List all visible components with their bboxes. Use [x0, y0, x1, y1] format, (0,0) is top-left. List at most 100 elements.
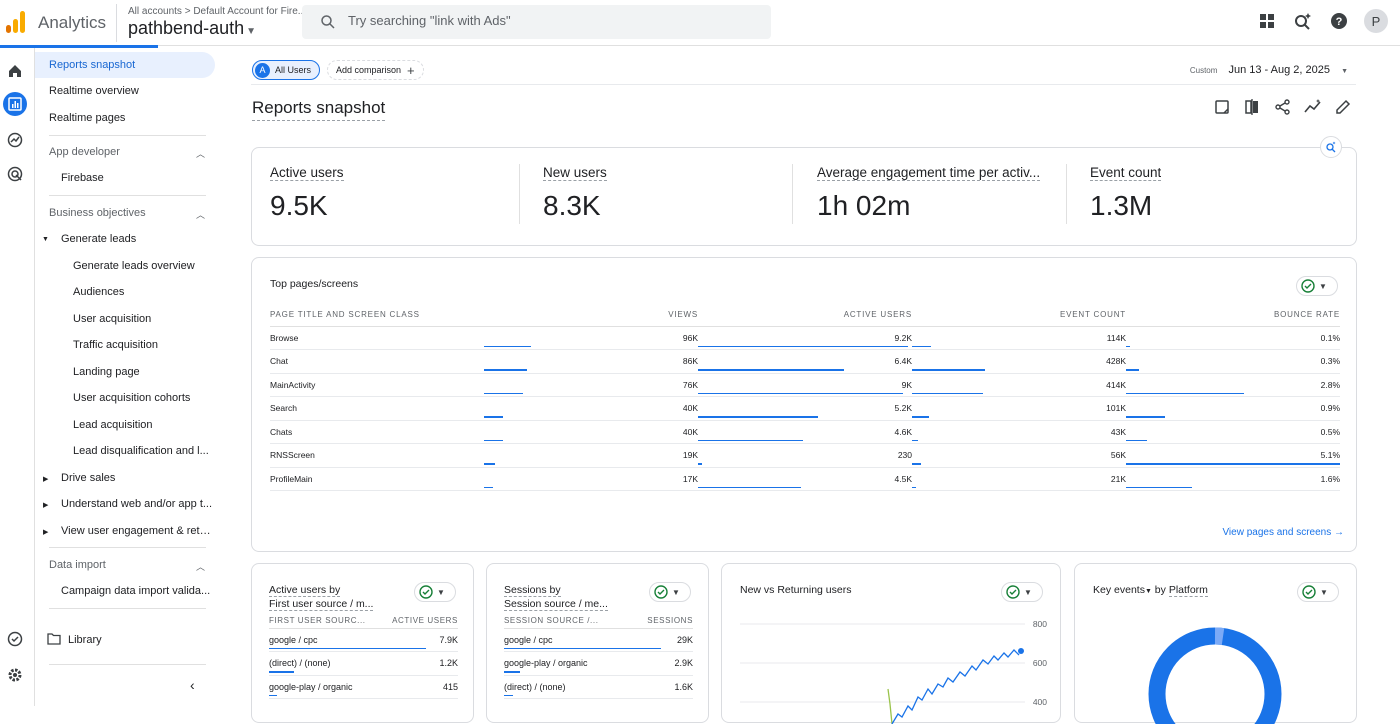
table-row[interactable]: google / cpc 7.9K	[269, 628, 458, 652]
chevron-up-icon[interactable]: ︿	[195, 562, 205, 572]
kpi-new-users[interactable]: New users 8.3K	[543, 165, 607, 222]
analytics-logo[interactable]	[6, 11, 26, 33]
property-name[interactable]: pathbend-auth ▼	[128, 18, 257, 38]
column-header-session-source[interactable]: SESSION SOURCE /...	[504, 614, 632, 629]
reports-icon[interactable]	[3, 92, 27, 116]
data-quality-dropdown[interactable]: ▼	[1001, 582, 1043, 602]
triangle-right-icon[interactable]: ▶	[43, 476, 49, 483]
settings-gear-icon[interactable]	[4, 664, 26, 686]
kpi-divider	[519, 164, 520, 224]
search-insights-icon[interactable]	[1292, 10, 1314, 32]
configure-icon[interactable]	[4, 628, 26, 650]
nav-drive-sales[interactable]: Drive sales	[61, 472, 116, 484]
app-name: Analytics	[38, 13, 107, 32]
collapse-chevron-left-icon[interactable]: ‹	[190, 677, 195, 693]
advertising-icon[interactable]	[4, 163, 26, 185]
data-quality-dropdown[interactable]: ▼	[414, 582, 456, 602]
column-header-source[interactable]: FIRST USER SOURC...	[269, 614, 382, 629]
nav-lead-disqualification[interactable]: Lead disqualification and l...	[73, 445, 209, 457]
active-users-by-source-card: Active users by First user source / m...…	[251, 563, 474, 723]
table-row[interactable]: google-play / organic 2.9K	[504, 651, 693, 676]
table-row[interactable]: RNSScreen 19K 230 56K 5.1%	[270, 443, 1340, 468]
nav-user-acquisition-cohorts[interactable]: User acquisition cohorts	[73, 392, 191, 404]
nav-generate-leads[interactable]: Generate leads	[61, 233, 137, 245]
nav-divider	[49, 195, 206, 196]
kpi-avg-engagement-time[interactable]: Average engagement time per activ... 1h …	[817, 165, 1041, 222]
chevron-up-icon[interactable]: ︿	[195, 210, 205, 220]
nav-reports-snapshot[interactable]: Reports snapshot	[35, 52, 215, 78]
column-header-event-count[interactable]: EVENT COUNT	[912, 304, 1126, 327]
donut-segment-main[interactable]	[1148, 627, 1282, 724]
nav-library[interactable]: Library	[68, 634, 102, 646]
column-header-active-users[interactable]: ACTIVE USERS	[698, 304, 912, 327]
column-header-sessions[interactable]: SESSIONS	[631, 614, 693, 629]
all-users-chip[interactable]: A All Users	[252, 60, 321, 80]
nav-group-app-developer[interactable]: App developer	[49, 146, 120, 158]
column-header-views[interactable]: VIEWS	[484, 304, 698, 327]
edit-pencil-icon[interactable]	[1334, 98, 1352, 116]
nav-group-business-objectives[interactable]: Business objectives	[49, 207, 146, 219]
table-row[interactable]: google / cpc 29K	[504, 628, 693, 652]
card-title[interactable]: Key events▼ by Platform	[1093, 584, 1208, 597]
table-row[interactable]: Browse 96K 9.2K 114K 0.1%	[270, 326, 1340, 350]
chevron-up-icon[interactable]: ︿	[195, 149, 205, 159]
table-row[interactable]: (direct) / (none) 1.2K	[269, 651, 458, 676]
nav-landing-page[interactable]: Landing page	[73, 366, 140, 378]
avatar[interactable]: P	[1364, 9, 1388, 33]
table-row[interactable]: Search 40K 5.2K 101K 0.9%	[270, 396, 1340, 421]
active-users-cell: 5.2K	[698, 396, 912, 421]
nav-audiences[interactable]: Audiences	[73, 286, 125, 298]
table-row[interactable]: Chats 40K 4.6K 43K 0.5%	[270, 420, 1340, 444]
table-row[interactable]: google-play / organic 415	[269, 675, 458, 699]
customize-report-icon[interactable]	[1214, 98, 1232, 116]
views-cell: 19K	[484, 443, 698, 468]
apps-grid-icon[interactable]	[1256, 10, 1278, 32]
triangle-down-icon[interactable]: ▼	[42, 236, 49, 243]
nav-realtime-pages[interactable]: Realtime pages	[49, 112, 126, 124]
column-header-bounce-rate[interactable]: BOUNCE RATE	[1126, 304, 1340, 327]
view-pages-and-screens-link[interactable]: View pages and screens →	[1222, 527, 1344, 538]
insights-sparkle-icon[interactable]	[1320, 136, 1342, 158]
donut-segment-minor[interactable]	[1214, 627, 1225, 646]
data-quality-dropdown[interactable]: ▼	[649, 582, 691, 602]
compare-columns-icon[interactable]	[1244, 98, 1262, 116]
table-row[interactable]: (direct) / (none) 1.6K	[504, 675, 693, 699]
insights-trend-icon[interactable]	[1304, 98, 1322, 116]
table-row[interactable]: ProfileMain 17K 4.5K 21K 1.6%	[270, 467, 1340, 491]
search-input[interactable]	[348, 13, 748, 28]
column-header-active-users[interactable]: ACTIVE USERS	[381, 614, 458, 629]
source-cell: (direct) / (none)	[269, 651, 382, 676]
all-users-label: All Users	[275, 65, 312, 75]
explore-icon[interactable]	[4, 129, 26, 151]
nav-group-data-import[interactable]: Data import	[49, 559, 106, 571]
kpi-active-users[interactable]: Active users 9.5K	[270, 165, 344, 222]
new-users-line	[891, 649, 1020, 724]
table-row[interactable]: MainActivity 76K 9K 414K 2.8%	[270, 373, 1340, 397]
data-quality-dropdown[interactable]: ▼	[1296, 276, 1338, 296]
nav-lead-acquisition[interactable]: Lead acquisition	[73, 419, 153, 431]
share-icon[interactable]	[1274, 98, 1292, 116]
add-comparison-button[interactable]: Add comparison +	[327, 60, 424, 80]
nav-understand-web[interactable]: Understand web and/or app t...	[61, 498, 213, 510]
nav-traffic-acquisition[interactable]: Traffic acquisition	[73, 339, 158, 351]
nav-user-acquisition[interactable]: User acquisition	[73, 313, 152, 325]
nav-view-user-engagement[interactable]: View user engagement & rete...	[61, 525, 213, 537]
new-users-end-point[interactable]	[1018, 648, 1024, 654]
nav-realtime-overview[interactable]: Realtime overview	[49, 85, 139, 97]
kpi-event-count[interactable]: Event count 1.3M	[1090, 165, 1162, 222]
data-quality-dropdown[interactable]: ▼	[1297, 582, 1339, 602]
nav-firebase[interactable]: Firebase	[61, 172, 104, 184]
page-title-cell: Chat	[270, 349, 484, 374]
account-picker[interactable]: All accounts > Default Account for Fire.…	[116, 4, 306, 42]
nav-generate-leads-overview[interactable]: Generate leads overview	[73, 260, 195, 272]
triangle-right-icon[interactable]: ▶	[43, 529, 49, 536]
table-row[interactable]: Chat 86K 6.4K 428K 0.3%	[270, 349, 1340, 374]
column-header-page-title[interactable]: PAGE TITLE AND SCREEN CLASS	[270, 304, 484, 327]
nav-campaign-data-import[interactable]: Campaign data import valida...	[61, 585, 211, 597]
home-icon[interactable]	[4, 60, 26, 82]
help-icon[interactable]: ?	[1328, 10, 1350, 32]
search-bar[interactable]	[302, 5, 771, 39]
kpi-label: Event count	[1090, 165, 1162, 181]
date-range-picker[interactable]: Custom Jun 13 - Aug 2, 2025 ▼	[1190, 64, 1348, 76]
triangle-right-icon[interactable]: ▶	[43, 502, 49, 509]
